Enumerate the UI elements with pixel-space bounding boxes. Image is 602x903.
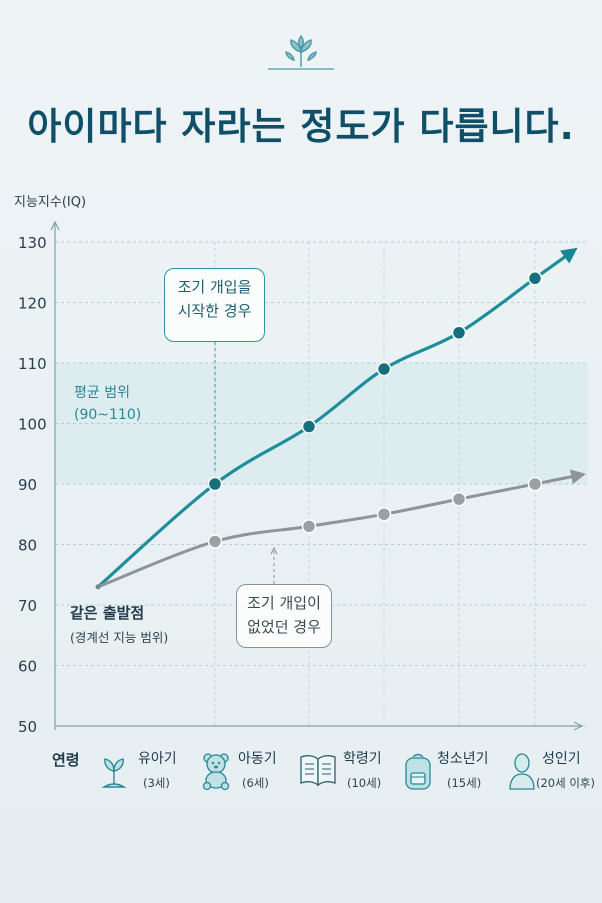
series-line-no-intervention xyxy=(96,469,586,589)
y-tick-label: 120 xyxy=(18,295,47,313)
data-point-early xyxy=(207,476,223,492)
start-point-label: 같은 출발점 (경계선 지능 범위) xyxy=(70,602,168,646)
stage-infant-name: 유아기 xyxy=(138,751,177,767)
y-tick-label: 80 xyxy=(18,537,37,555)
stage-child-name: 아동기 xyxy=(238,751,277,767)
start-point xyxy=(95,584,101,590)
series-line-early-intervention xyxy=(96,247,578,589)
average-range-label: 평균 범위 (90~110) xyxy=(74,385,142,423)
data-point-none xyxy=(451,491,467,507)
stage-adult-age: (20세 이후) xyxy=(536,776,596,790)
x-axis-label: 연령 xyxy=(52,751,80,769)
y-tick-label: 110 xyxy=(18,355,47,373)
callout-early-intervention: 조기 개입을 시작한 경우 xyxy=(164,268,265,342)
backpack-icon xyxy=(405,753,431,790)
page-title: 아이마다 자라는 정도가 다릅니다. xyxy=(27,105,575,148)
data-point-early xyxy=(301,419,317,434)
stage-adult-name: 성인기 xyxy=(542,751,581,767)
y-axis-arrow xyxy=(50,220,60,231)
y-axis-label: 지능지수(IQ) xyxy=(14,195,87,210)
stage-infant-age: (3세) xyxy=(143,776,170,790)
header-emblem xyxy=(268,34,334,70)
start-point-sublabel: (경계선 지능 범위) xyxy=(70,630,169,645)
open-book-icon xyxy=(300,755,336,787)
y-tick-label: 50 xyxy=(18,718,37,736)
teddy-bear-icon xyxy=(202,753,230,791)
stage-school-age: (10세) xyxy=(347,776,382,790)
data-point-early xyxy=(451,325,467,340)
data-point-early xyxy=(527,271,543,286)
y-tick-label: 100 xyxy=(18,416,47,434)
stage-child-age: (6세) xyxy=(242,776,269,790)
y-tick-label: 70 xyxy=(18,597,37,615)
y-tick-label: 90 xyxy=(18,476,37,494)
data-point-none xyxy=(301,519,317,534)
data-point-none xyxy=(527,476,543,492)
person-icon xyxy=(509,753,535,790)
data-point-none xyxy=(376,507,392,522)
stage-teen-age: (15세) xyxy=(447,776,482,790)
sprout-icon xyxy=(101,758,127,788)
stage-school-name: 학령기 xyxy=(343,751,382,767)
callout-none-arrowhead xyxy=(270,546,278,555)
start-point-title: 같은 출발점 xyxy=(70,604,145,622)
leaf-icon xyxy=(285,34,317,67)
data-point-none xyxy=(207,534,223,549)
callout-no-intervention: 조기 개입이 없었던 경우 xyxy=(236,584,332,648)
y-tick-label: 60 xyxy=(18,658,37,676)
data-point-early xyxy=(376,361,392,377)
y-tick-label: 130 xyxy=(18,234,47,252)
stage-teen-name: 청소년기 xyxy=(437,751,489,767)
x-axis-arrow xyxy=(573,721,584,731)
